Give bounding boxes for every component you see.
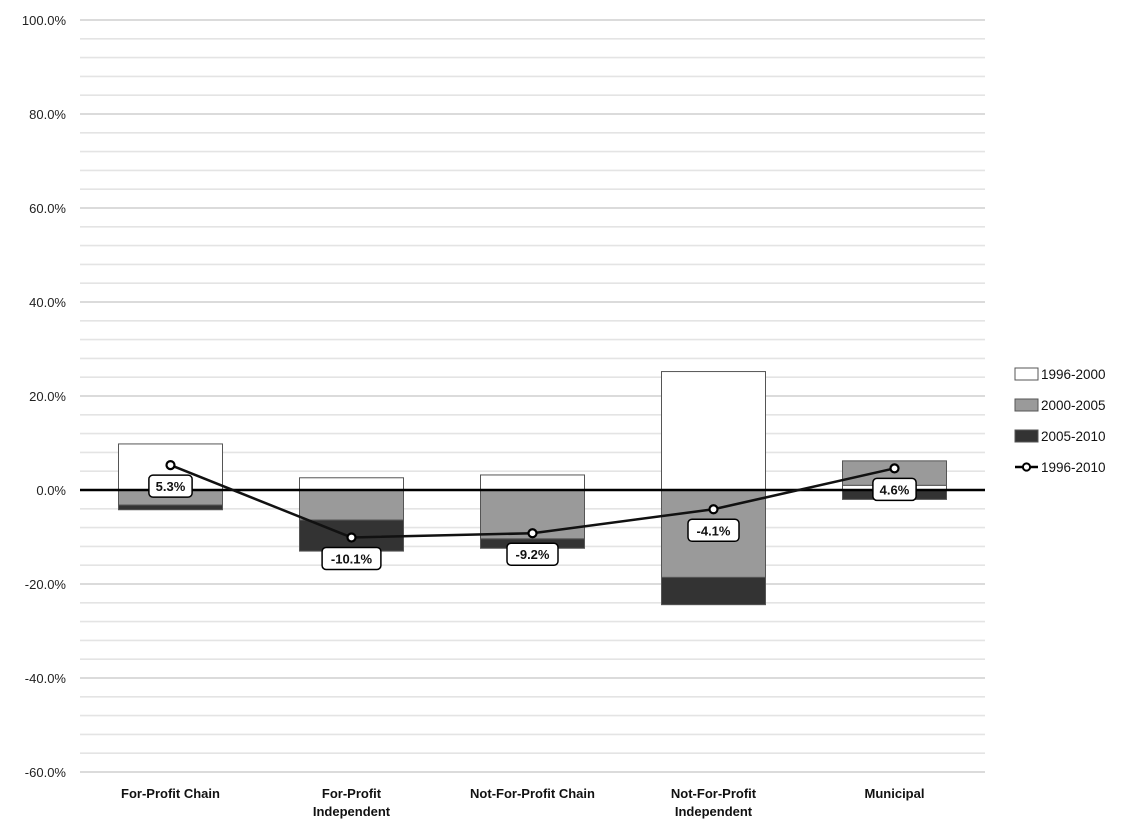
data-label: -10.1% xyxy=(321,546,382,571)
bar-2005-2010 xyxy=(118,504,223,511)
bar-1996-2000 xyxy=(480,474,585,491)
legend-marker xyxy=(1021,462,1032,472)
line-point xyxy=(527,528,538,539)
bar-2005-2010 xyxy=(661,576,766,606)
data-label-box xyxy=(687,518,740,543)
y-tick-label: 100.0% xyxy=(22,13,67,28)
bar-1996-2000 xyxy=(299,477,404,491)
data-label-box xyxy=(872,477,917,502)
x-category-label: Municipal xyxy=(865,786,925,801)
legend-item-2005-2010: 2005-2010 xyxy=(1014,429,1106,444)
data-label-text: -9.2% xyxy=(516,547,550,562)
line-point xyxy=(708,504,719,515)
legend-item-1996-2010: 1996-2010 xyxy=(1015,460,1106,475)
x-category-label: Not-For-Profit Independent xyxy=(671,786,757,819)
y-tick-label: 0.0% xyxy=(36,483,66,498)
legend-label: 2005-2010 xyxy=(1041,429,1106,444)
y-tick-label: -60.0% xyxy=(25,765,67,780)
data-label-text: 4.6% xyxy=(880,482,910,497)
data-label-text: 5.3% xyxy=(156,479,186,494)
line-point xyxy=(346,532,357,543)
x-category-label: Not-For-Profit Chain xyxy=(470,786,595,801)
data-label-text: -10.1% xyxy=(331,551,373,566)
total-change-line xyxy=(165,459,900,543)
y-tick-label: -20.0% xyxy=(25,577,67,592)
y-tick-label: 80.0% xyxy=(29,107,66,122)
legend-item-2000-2005: 2000-2005 xyxy=(1014,398,1106,413)
line-point xyxy=(165,459,176,471)
data-label-box xyxy=(506,542,559,566)
legend-swatch xyxy=(1014,398,1039,412)
data-label: -4.1% xyxy=(687,518,740,543)
bars xyxy=(118,371,947,606)
y-axis-ticks: 100.0% 80.0% 60.0% 40.0% 20.0% 0.0% -20.0% -40.… xyxy=(22,13,67,780)
data-labels: 5.3% -10.1% -9.2% -4.1% 4.6% xyxy=(148,474,917,571)
y-tick-label: 20.0% xyxy=(29,389,66,404)
data-label: 5.3% xyxy=(148,474,193,498)
y-tick-label: 60.0% xyxy=(29,201,66,216)
legend-swatch xyxy=(1014,367,1039,381)
legend-label: 1996-2010 xyxy=(1041,460,1106,475)
bar-1996-2000 xyxy=(661,371,766,491)
data-label-box xyxy=(321,546,382,571)
data-label-box xyxy=(148,474,193,498)
x-category-label: For-Profit Chain xyxy=(121,786,220,801)
grid-lines xyxy=(80,19,985,773)
bar-2000-2005 xyxy=(299,489,404,521)
legend: 1996-2000 2000-2005 2005-2010 1996-2010 xyxy=(1014,367,1106,475)
line-point xyxy=(889,463,900,474)
x-category-label: For-Profit Independent xyxy=(313,786,391,819)
data-label: 4.6% xyxy=(872,477,917,502)
x-axis-categories: For-Profit Chain For-Profit Independent Not… xyxy=(121,786,924,819)
data-label: -9.2% xyxy=(506,542,559,566)
legend-swatch xyxy=(1014,429,1039,443)
legend-label: 1996-2000 xyxy=(1041,367,1106,382)
data-label-text: -4.1% xyxy=(697,523,731,538)
y-tick-label: -40.0% xyxy=(25,671,67,686)
legend-item-1996-2000: 1996-2000 xyxy=(1014,367,1106,382)
legend-label: 2000-2005 xyxy=(1041,398,1106,413)
y-tick-label: 40.0% xyxy=(29,295,66,310)
